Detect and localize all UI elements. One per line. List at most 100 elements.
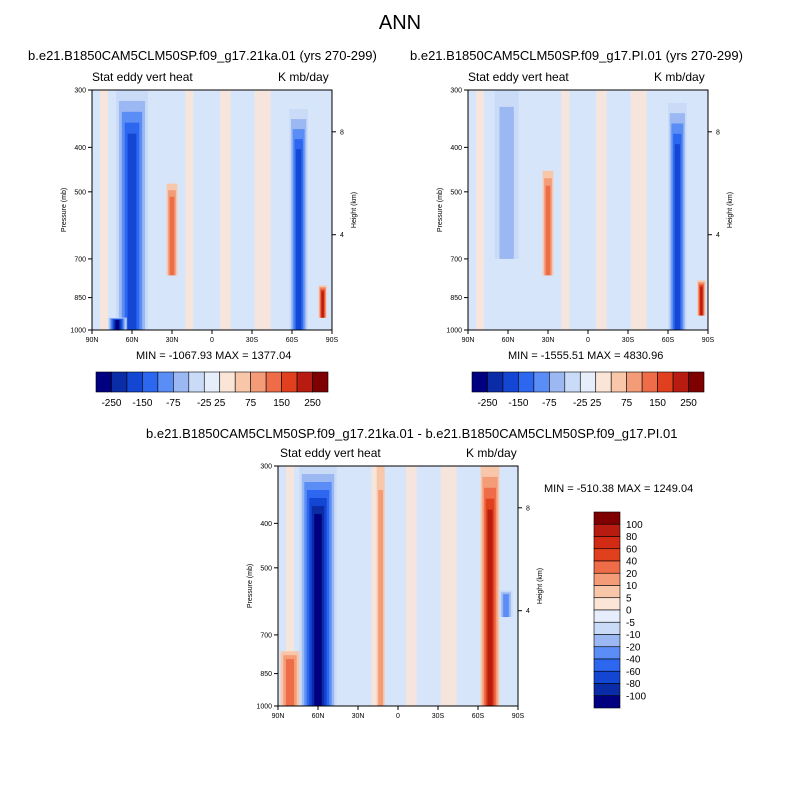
- contour-band-positive: [700, 286, 703, 316]
- colorbar-box: [672, 371, 689, 393]
- panel-2-variable-label: Stat eddy vert heat: [468, 70, 569, 84]
- y-tick-label: 300: [260, 464, 272, 471]
- colorbar-box: [688, 371, 705, 393]
- field-stripe: [100, 90, 108, 330]
- contour-band-negative: [503, 594, 509, 618]
- contour-band-positive: [169, 196, 175, 276]
- x-tick-label: 60S: [286, 337, 299, 344]
- y2-axis-label: Height (km): [351, 192, 358, 228]
- y-tick-label: 1000: [446, 328, 462, 335]
- field-stripe: [220, 90, 231, 330]
- colorbar-box: [203, 371, 221, 393]
- x-tick-label: 0: [396, 713, 400, 720]
- y-tick-label: 400: [450, 145, 462, 152]
- colorbar-box: [593, 646, 621, 660]
- panel-2-colorbar: -250 -150 -75 -25 25 75 150 250: [471, 371, 705, 409]
- colorbar-box: [593, 670, 621, 684]
- colorbar-label: -250: [101, 398, 121, 409]
- colorbar-box: [593, 511, 621, 525]
- colorbar-label: 250: [304, 398, 321, 409]
- colorbar-box: [626, 371, 643, 393]
- colorbar-label: 100: [626, 520, 643, 531]
- colorbar-label: -150: [508, 398, 528, 409]
- y-tick-label: 500: [260, 565, 272, 572]
- y-axis-label: Pressure (mb): [247, 564, 254, 608]
- colorbar-box: [593, 560, 621, 574]
- y-tick-label: 700: [74, 256, 86, 263]
- colorbar-box: [593, 609, 621, 623]
- contour-band-positive: [286, 659, 294, 706]
- y-tick-label: 400: [260, 521, 272, 528]
- x-tick-label: 90N: [462, 337, 475, 344]
- colorbar-box: [593, 572, 621, 586]
- contour-band-negative: [127, 133, 137, 330]
- panel-1-title: b.e21.B1850CAM5CLM50SP.f09_g17.21ka.01 (…: [28, 48, 377, 63]
- y-tick-label: 700: [450, 256, 462, 263]
- colorbar-label: 75: [621, 398, 633, 409]
- y2-tick-label: 4: [526, 608, 530, 615]
- y-tick-label: 300: [74, 88, 86, 95]
- colorbar-label: -80: [626, 679, 641, 690]
- y-tick-label: 850: [450, 295, 462, 302]
- y-tick-label: 500: [450, 189, 462, 196]
- colorbar-label: 75: [245, 398, 257, 409]
- colorbar-label: -60: [626, 667, 641, 678]
- y2-axis-label: Height (km): [537, 568, 544, 604]
- colorbar-box: [593, 695, 621, 709]
- colorbar-label: -250: [477, 398, 497, 409]
- x-tick-label: 30N: [542, 337, 555, 344]
- colorbar-label: -25: [573, 398, 588, 409]
- colorbar-box: [593, 597, 621, 611]
- x-tick-label: 60N: [502, 337, 515, 344]
- contour-band-positive: [321, 291, 324, 318]
- colorbar-box: [487, 371, 504, 393]
- colorbar-box: [157, 371, 174, 393]
- x-tick-label: 60N: [126, 337, 139, 344]
- contour-band-negative: [314, 514, 322, 706]
- y-axis-label: Pressure (mb): [61, 188, 68, 232]
- x-tick-label: 90S: [702, 337, 715, 344]
- y-tick-label: 500: [74, 189, 86, 196]
- colorbar-box: [593, 621, 621, 635]
- panel-2-minmax: MIN = -1555.51 MAX = 4830.96: [508, 350, 664, 362]
- field-stripe: [440, 466, 457, 706]
- colorbar-box: [610, 371, 627, 393]
- x-tick-label: 90S: [512, 713, 525, 720]
- field-stripe: [476, 90, 484, 330]
- colorbar-box: [593, 585, 621, 599]
- x-tick-label: 60S: [472, 713, 485, 720]
- y2-tick-label: 8: [526, 505, 530, 512]
- colorbar-box: [579, 371, 597, 393]
- colorbar-label: -75: [166, 398, 181, 409]
- x-tick-label: 0: [210, 337, 214, 344]
- colorbar-label: 150: [273, 398, 290, 409]
- colorbar-label: 25: [590, 398, 602, 409]
- contour-band-positive: [487, 509, 493, 706]
- panel-1-variable-label: Stat eddy vert heat: [92, 70, 193, 84]
- colorbar-box: [312, 371, 329, 393]
- colorbar-box: [188, 371, 205, 393]
- field-stripe: [406, 466, 417, 706]
- figure-title: ANN: [378, 12, 422, 34]
- colorbar-label: 250: [680, 398, 697, 409]
- colorbar-box: [549, 371, 566, 393]
- panel-3-title: b.e21.B1850CAM5CLM50SP.f09_g17.21ka.01 -…: [146, 426, 678, 441]
- colorbar-box: [593, 548, 621, 562]
- panel-2-title: b.e21.B1850CAM5CLM50SP.f09_g17.PI.01 (yr…: [410, 48, 743, 63]
- colorbar-label: 20: [626, 569, 638, 580]
- field-stripe: [185, 90, 194, 330]
- field-stripe: [286, 466, 294, 706]
- colorbar-box: [518, 371, 535, 393]
- colorbar-box: [593, 634, 621, 648]
- y-tick-label: 850: [74, 295, 86, 302]
- colorbar-label: 60: [626, 544, 638, 555]
- colorbar-box: [234, 371, 251, 393]
- y2-axis-label: Height (km): [727, 192, 734, 228]
- colorbar-box: [593, 536, 621, 550]
- colorbar-label: -20: [626, 642, 641, 653]
- colorbar-box: [641, 371, 658, 393]
- y-tick-label: 400: [74, 145, 86, 152]
